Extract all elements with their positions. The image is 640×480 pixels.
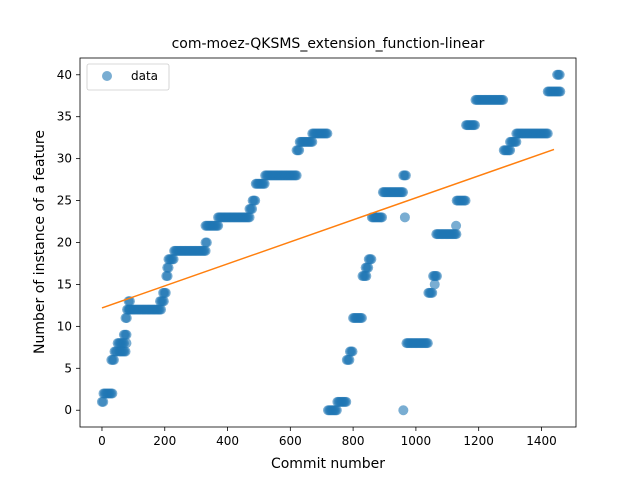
x-tick-label: 1200 bbox=[463, 434, 494, 448]
data-point bbox=[250, 195, 261, 206]
data-point bbox=[399, 212, 410, 223]
x-axis-label: Commit number bbox=[271, 456, 385, 472]
data-point bbox=[213, 220, 224, 231]
y-tick-label: 20 bbox=[57, 236, 72, 250]
y-axis-label: Number of instance of a feature bbox=[32, 130, 48, 354]
x-tick-label: 0 bbox=[98, 434, 106, 448]
plot-area bbox=[96, 69, 566, 416]
data-point bbox=[200, 245, 211, 256]
data-point bbox=[469, 120, 480, 131]
data-point bbox=[398, 187, 409, 198]
legend: data bbox=[86, 63, 170, 91]
data-point bbox=[427, 287, 438, 298]
data-point bbox=[108, 354, 119, 365]
x-tick-label: 1400 bbox=[526, 434, 557, 448]
data-point bbox=[121, 338, 132, 349]
fit-line-layer bbox=[101, 148, 555, 309]
data-point bbox=[347, 346, 358, 357]
data-point bbox=[98, 396, 109, 407]
data-point bbox=[162, 271, 173, 282]
x-tick-label: 800 bbox=[342, 434, 365, 448]
y-tick-label: 0 bbox=[64, 403, 72, 417]
data-point bbox=[400, 170, 411, 181]
legend-label-data: data bbox=[131, 69, 158, 83]
data-point bbox=[244, 212, 255, 223]
data-point bbox=[542, 128, 553, 139]
y-tick-label: 25 bbox=[57, 194, 72, 208]
data-point bbox=[344, 354, 355, 365]
data-point bbox=[429, 279, 440, 290]
data-point bbox=[107, 388, 118, 399]
y-axis-ticks: 0 5 10 15 20 25 30 35 40 bbox=[57, 68, 80, 417]
data-point bbox=[398, 405, 409, 416]
data-point bbox=[247, 203, 258, 214]
y-tick-label: 15 bbox=[57, 277, 72, 291]
data-point bbox=[294, 145, 305, 156]
x-tick-label: 1000 bbox=[401, 434, 432, 448]
data-point bbox=[341, 396, 352, 407]
data-point bbox=[361, 271, 372, 282]
data-point bbox=[291, 170, 302, 181]
data-point bbox=[120, 346, 131, 357]
data-point bbox=[356, 312, 367, 323]
data-point bbox=[431, 271, 442, 282]
chart-title: com-moez-QKSMS_extension_function-linear bbox=[172, 36, 485, 52]
data-point bbox=[366, 254, 377, 265]
y-tick-label: 30 bbox=[57, 152, 72, 166]
data-point bbox=[451, 229, 462, 240]
data-point bbox=[155, 304, 166, 315]
data-point bbox=[511, 136, 522, 147]
data-point bbox=[363, 262, 374, 273]
data-point bbox=[555, 86, 566, 97]
data-point bbox=[121, 329, 132, 340]
data-point bbox=[554, 69, 565, 80]
data-point bbox=[259, 178, 270, 189]
data-points bbox=[96, 69, 566, 416]
data-point bbox=[168, 254, 179, 265]
data-point bbox=[376, 212, 387, 223]
data-point bbox=[498, 94, 509, 105]
data-point bbox=[201, 237, 212, 248]
y-tick-label: 10 bbox=[57, 319, 72, 333]
data-point bbox=[331, 405, 342, 416]
data-point bbox=[307, 136, 318, 147]
x-tick-label: 400 bbox=[216, 434, 239, 448]
x-tick-label: 600 bbox=[279, 434, 302, 448]
y-tick-label: 40 bbox=[57, 68, 72, 82]
y-tick-label: 5 bbox=[64, 361, 72, 375]
data-point bbox=[451, 220, 462, 231]
x-axis-ticks: 0 200 400 600 800 1000 1200 1400 bbox=[98, 427, 557, 448]
data-point bbox=[160, 287, 171, 298]
fit-line bbox=[101, 148, 555, 309]
y-tick-label: 35 bbox=[57, 110, 72, 124]
data-point bbox=[505, 145, 516, 156]
legend-box bbox=[86, 63, 170, 91]
legend-marker bbox=[102, 71, 112, 81]
data-point bbox=[460, 195, 471, 206]
x-tick-label: 200 bbox=[153, 434, 176, 448]
data-point bbox=[158, 296, 169, 307]
data-point bbox=[121, 312, 132, 323]
data-point bbox=[422, 338, 433, 349]
data-point bbox=[322, 128, 333, 139]
data-point bbox=[163, 262, 174, 273]
